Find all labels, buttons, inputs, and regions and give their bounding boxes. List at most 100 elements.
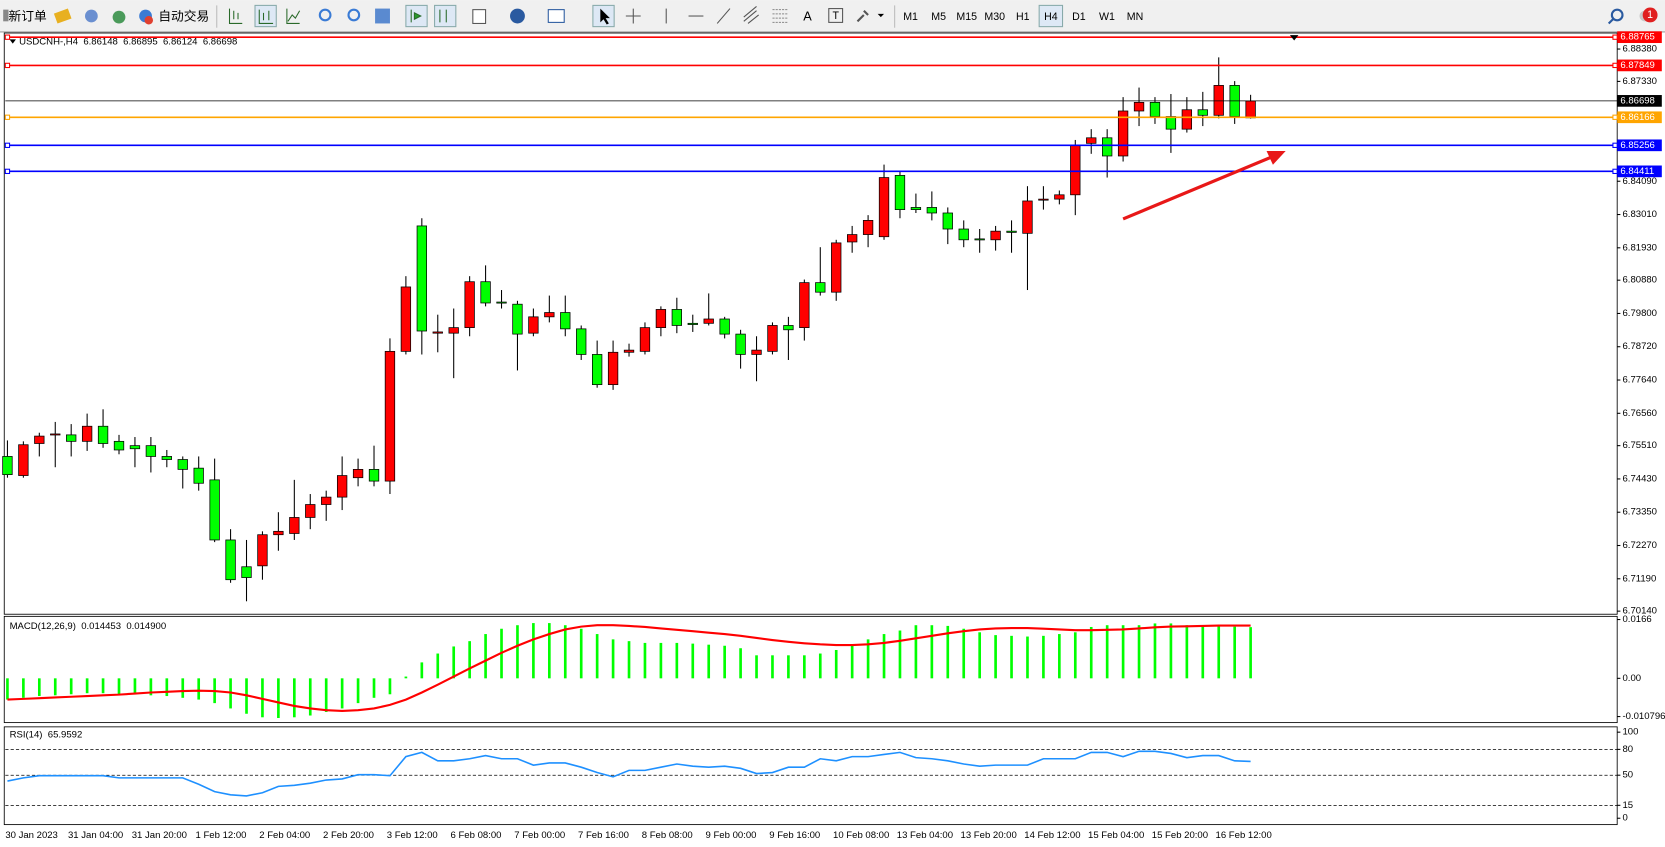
icon[interactable] [53, 8, 72, 24]
macd-bar [149, 678, 153, 696]
candle-body [926, 207, 938, 214]
timeframe-button[interactable]: M5 [931, 11, 946, 23]
timeframe-button[interactable]: M1 [903, 11, 918, 23]
shift-marker [1289, 35, 1299, 41]
candle-body [289, 517, 300, 534]
periods-button[interactable] [510, 8, 525, 24]
line-handle [1612, 114, 1618, 120]
macd-bar [818, 653, 822, 679]
icon [410, 9, 422, 23]
timeframe-button[interactable]: H1 [1016, 11, 1030, 23]
tile-button[interactable] [375, 8, 390, 24]
candle-body [910, 207, 922, 210]
indicator-header: USDCNH-,H4 6.86148 6.86895 6.86124 6.86698 [19, 36, 237, 47]
candle-body [623, 349, 635, 353]
timeframe-button[interactable]: W1 [1099, 11, 1115, 23]
macd-bar [452, 646, 456, 679]
x-tick-label: 2 Feb 20:00 [323, 830, 374, 841]
new-order-button[interactable]: 新订单 [3, 8, 47, 23]
x-tick-label: 10 Feb 08:00 [833, 830, 889, 841]
candle-body [97, 425, 109, 444]
y-tick-label: 0 [1622, 813, 1627, 824]
arrows-button[interactable] [856, 9, 869, 23]
candle-body [751, 349, 762, 355]
candle-body [384, 350, 396, 482]
macd-bar [803, 655, 806, 679]
x-tick-label: 14 Feb 12:00 [1024, 830, 1080, 841]
zoom-out-button[interactable] [347, 8, 361, 22]
macd-bar [1185, 625, 1189, 679]
macd-bar [1010, 635, 1013, 679]
y-tick-label: 6.83010 [1622, 209, 1657, 220]
trendline-button[interactable] [716, 8, 731, 24]
macd-bar [1137, 625, 1141, 679]
line-handle [4, 142, 11, 148]
notification-badge[interactable] [1642, 7, 1658, 23]
macd-bar [117, 678, 121, 695]
x-tick-label: 3 Feb 12:00 [387, 830, 438, 841]
line-handle [1612, 142, 1618, 148]
notification-count: 1 [1647, 9, 1653, 21]
candle-body [815, 282, 826, 293]
candle-body [1149, 101, 1161, 117]
y-tick-label: 6.75510 [1622, 440, 1657, 451]
candle-body [273, 530, 284, 536]
timeframe-button[interactable]: M15 [956, 11, 977, 23]
macd-bar [1089, 626, 1093, 679]
y-tick-label: 6.81930 [1622, 242, 1657, 253]
macd-bar [548, 623, 551, 679]
channel-button[interactable] [743, 6, 759, 24]
header-title: MACD(12,26,9) [10, 620, 76, 631]
fibo-button[interactable] [772, 9, 788, 23]
candle-chart-button[interactable] [254, 4, 277, 28]
templates-button[interactable] [547, 9, 565, 23]
x-tick-label: 6 Feb 08:00 [451, 830, 502, 841]
collapse-marker [9, 39, 16, 44]
chart-shift-button[interactable] [434, 4, 457, 28]
dropdown[interactable] [877, 13, 885, 18]
search-button[interactable] [1610, 8, 1624, 22]
y-tick-label: 6.77640 [1622, 375, 1657, 386]
zoom-in-button[interactable] [318, 8, 332, 22]
timeframe-button[interactable]: M30 [984, 11, 1005, 23]
bar-chart-button[interactable] [228, 8, 243, 24]
macd-bar [611, 639, 615, 679]
macd-bar [579, 628, 583, 679]
price-label: 6.86166 [1620, 112, 1655, 123]
candle-body [129, 445, 141, 450]
price-label: 6.88765 [1620, 32, 1655, 43]
candle-body [1102, 137, 1113, 157]
candle-body [974, 238, 985, 241]
timeframe-button[interactable]: D1 [1072, 11, 1086, 23]
x-tick-label: 30 Jan 2023 [5, 830, 58, 841]
candle-body [145, 445, 157, 457]
icon[interactable] [85, 9, 98, 23]
x-tick-label: 31 Jan 20:00 [132, 830, 187, 841]
indicators-button[interactable] [472, 9, 487, 24]
candle-body [655, 309, 667, 328]
candle-body [177, 459, 188, 470]
line-chart-button[interactable] [286, 8, 301, 24]
header-value: 6.86124 [163, 36, 198, 47]
candle-body [352, 469, 364, 479]
label-tool-box[interactable] [828, 8, 844, 23]
macd-bar [691, 643, 695, 679]
line-handle [4, 114, 11, 120]
text-tool[interactable]: A [803, 8, 812, 23]
candle-body [368, 469, 380, 482]
y-tick-label: 0.00 [1622, 673, 1641, 684]
x-tick-label: 16 Feb 12:00 [1216, 830, 1272, 841]
candle-body [512, 303, 523, 335]
auto-trading-button[interactable]: 自动交易 [139, 8, 209, 25]
timeframe-button[interactable]: H4 [1044, 11, 1058, 23]
candle-body [607, 351, 619, 386]
macd-bar [787, 655, 790, 679]
icon[interactable] [112, 10, 126, 24]
price-label-bg [1617, 165, 1662, 178]
indicator-header: MACD(12,26,9) 0.014453 0.014900 [10, 620, 167, 631]
crosshair-button[interactable] [625, 8, 641, 24]
timeframe-button[interactable]: MN [1127, 11, 1144, 23]
